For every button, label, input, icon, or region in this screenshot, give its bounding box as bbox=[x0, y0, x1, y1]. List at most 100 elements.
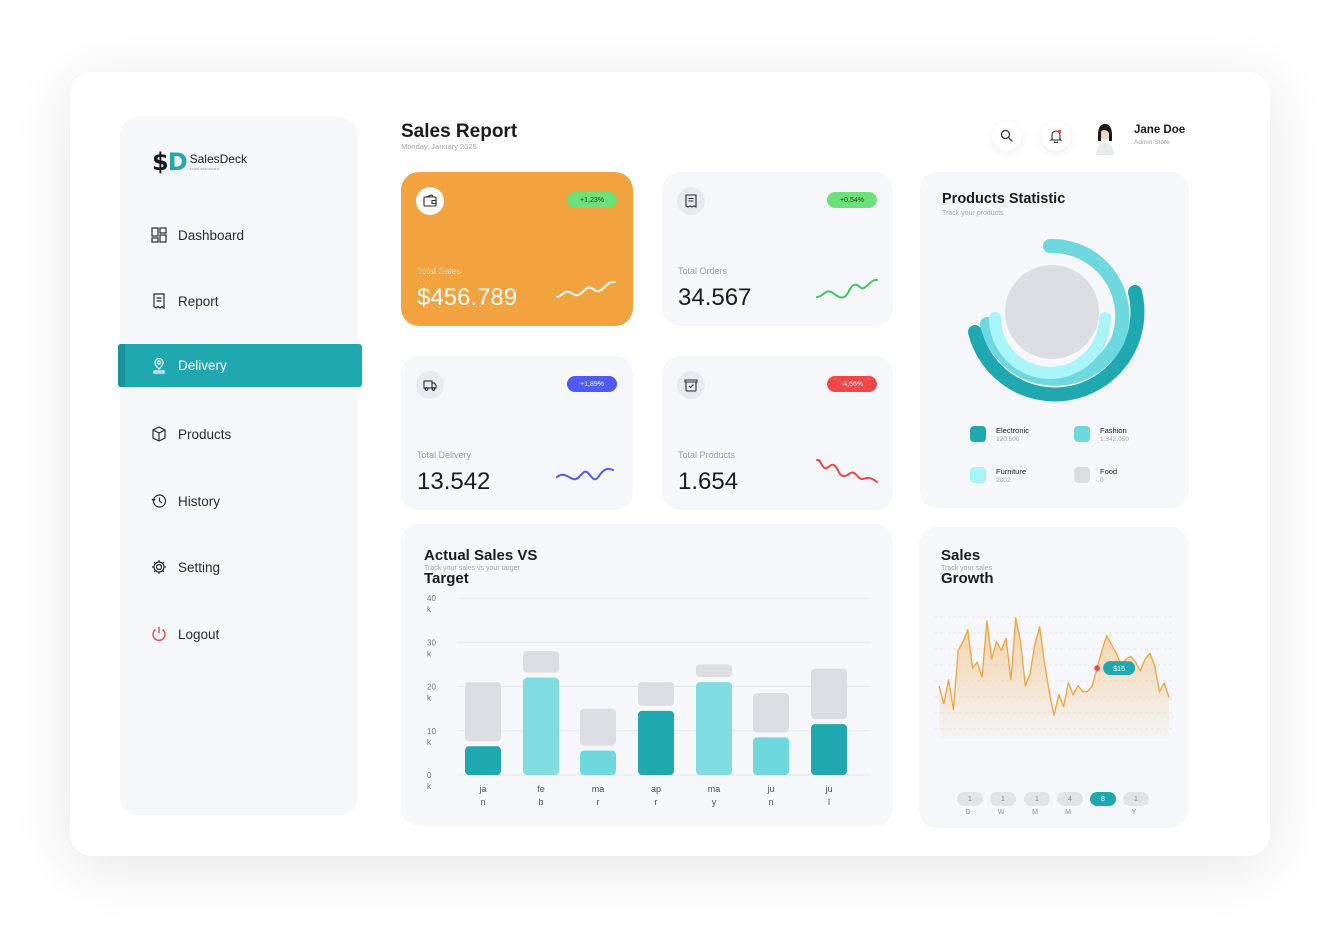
stat-value: $456.789 bbox=[417, 284, 518, 311]
stat-label: Total Sales bbox=[417, 266, 462, 276]
sidebar-item-setting[interactable]: Setting bbox=[150, 555, 220, 579]
x-tick-label: ap bbox=[651, 784, 661, 794]
stat-card-total-delivery[interactable]: +1,89% Total Delivery 13.542 bbox=[401, 356, 633, 510]
y-tick-label: 20 bbox=[427, 683, 436, 692]
power-icon bbox=[150, 625, 168, 643]
bar-target-mar[interactable] bbox=[580, 708, 616, 746]
stat-card-total-sales[interactable]: +1,23% Total Sales $456.789 bbox=[401, 172, 633, 326]
bar-actual-may[interactable] bbox=[696, 682, 732, 775]
wallet-icon bbox=[416, 187, 444, 215]
legend-name: Electronic bbox=[996, 426, 1029, 435]
area-fill bbox=[939, 617, 1169, 739]
bar-actual-apr[interactable] bbox=[638, 710, 674, 775]
y-tick-unit: k bbox=[427, 694, 432, 703]
stat-label: Total Products bbox=[678, 450, 736, 460]
stat-value: 34.567 bbox=[678, 284, 752, 311]
donut-segment-food bbox=[1005, 265, 1099, 359]
range-pill[interactable]: 1 bbox=[1123, 792, 1149, 806]
bar-actual-feb[interactable] bbox=[523, 677, 559, 775]
sidebar-item-dashboard[interactable]: Dashboard bbox=[150, 223, 244, 247]
brand-name: SalesDeck bbox=[189, 152, 247, 166]
y-tick-label: 0 bbox=[427, 771, 432, 780]
x-tick-label: ju bbox=[766, 784, 774, 794]
receipt-icon bbox=[677, 187, 705, 215]
range-pill[interactable]: 1 bbox=[1024, 792, 1050, 806]
truck-icon bbox=[416, 371, 444, 399]
chart-subtitle: Track your sales vs your target bbox=[424, 565, 520, 572]
sidebar-item-logout[interactable]: Logout bbox=[150, 622, 219, 646]
stat-label: Total Orders bbox=[678, 266, 728, 276]
bar-actual-jul[interactable] bbox=[811, 724, 847, 775]
sidebar-item-label: Delivery bbox=[178, 358, 227, 373]
x-tick-label-2: y bbox=[712, 797, 717, 807]
range-pill-active[interactable]: 8 bbox=[1090, 792, 1116, 806]
sparkline bbox=[556, 467, 614, 481]
highlight-point[interactable] bbox=[1094, 665, 1100, 671]
sidebar-item-delivery[interactable]: Delivery bbox=[118, 344, 362, 387]
user-role: Admin Store bbox=[1134, 139, 1170, 146]
range-pill[interactable]: 4 bbox=[1057, 792, 1083, 806]
sidebar-item-history[interactable]: History bbox=[150, 489, 220, 513]
bar-actual-mar[interactable] bbox=[580, 750, 616, 775]
stat-card-total-orders[interactable]: +0,54% Total Orders 34.567 bbox=[662, 172, 893, 326]
bar-target-jul[interactable] bbox=[811, 668, 847, 720]
legend-item-furniture: Furniture 2002 bbox=[970, 467, 1026, 484]
brand-logo[interactable]: $D SalesDeck sales dashboard bbox=[152, 149, 247, 175]
location-pin-icon bbox=[150, 357, 168, 375]
bar-target-jan[interactable] bbox=[465, 682, 501, 742]
legend-name: Furniture bbox=[996, 467, 1027, 476]
search-icon bbox=[1000, 129, 1013, 142]
donut-segment-electronic bbox=[968, 285, 1145, 402]
chart-title: Actual Sales VS Target bbox=[424, 547, 538, 587]
bar-target-jun[interactable] bbox=[753, 693, 789, 733]
range-label: W bbox=[997, 809, 1005, 816]
page-title: Sales Report bbox=[401, 121, 518, 142]
x-tick-label: ma bbox=[708, 784, 721, 794]
dashboard-icon bbox=[150, 226, 168, 244]
sidebar-item-label: Report bbox=[178, 293, 219, 309]
card-title: Products Statistic bbox=[942, 191, 1066, 207]
sparkline bbox=[556, 280, 616, 298]
sidebar-item-products[interactable]: Products bbox=[150, 422, 231, 446]
range-pill[interactable]: 1 bbox=[990, 792, 1016, 806]
bar-actual-jun[interactable] bbox=[753, 737, 789, 775]
search-button[interactable] bbox=[992, 121, 1022, 151]
legend-swatch bbox=[970, 467, 986, 483]
value-tooltip: $15 bbox=[1103, 661, 1136, 676]
sidebar: $D SalesDeck sales dashboard Dashboard R… bbox=[118, 117, 362, 815]
sparkline bbox=[816, 458, 878, 483]
bar-target-may[interactable] bbox=[696, 664, 732, 678]
legend-item-electronic: Electronic 120.500 bbox=[970, 426, 1029, 443]
bar-actual-jan[interactable] bbox=[465, 746, 501, 775]
range-pill[interactable]: 1 bbox=[957, 792, 983, 806]
stat-card-total-products[interactable]: -4,56% Total Products 1.654 bbox=[662, 356, 893, 510]
legend-item-food: Food 0 bbox=[1074, 467, 1117, 484]
legend-value: 1.342.050 bbox=[1100, 436, 1129, 443]
bar-target-feb[interactable] bbox=[523, 651, 559, 673]
x-tick-label: ja bbox=[478, 784, 486, 794]
x-tick-label-2: l bbox=[828, 797, 830, 807]
sidebar-item-label: Logout bbox=[178, 626, 220, 642]
package-icon bbox=[677, 371, 705, 399]
legend-name: Food bbox=[1100, 467, 1118, 476]
brand-tagline: sales dashboard bbox=[189, 166, 219, 171]
bar-target-apr[interactable] bbox=[638, 682, 674, 706]
sales-growth-area-chart: $15 bbox=[935, 616, 1173, 739]
report-icon bbox=[150, 292, 168, 310]
legend-item-fashion: Fashion 1.342.050 bbox=[1074, 426, 1129, 443]
stat-label: Total Delivery bbox=[417, 450, 472, 460]
range-label: D bbox=[965, 809, 971, 816]
x-tick-label-2: r bbox=[597, 797, 600, 807]
notification-button[interactable] bbox=[1041, 121, 1071, 151]
tooltip-label: $15 bbox=[1113, 666, 1125, 673]
avatar[interactable] bbox=[1090, 121, 1120, 155]
chart-title: Sales Growth bbox=[941, 547, 994, 587]
sidebar-item-report[interactable]: Report bbox=[150, 289, 219, 313]
page-date: Monday, January 2025 bbox=[401, 142, 477, 151]
legend-name: Fashion bbox=[1100, 426, 1127, 435]
x-tick-label: fe bbox=[537, 784, 545, 794]
y-tick-label: 10 bbox=[427, 727, 436, 736]
legend-value: 2002 bbox=[996, 477, 1011, 484]
sidebar-item-label: Products bbox=[178, 426, 232, 442]
sidebar-item-label: Setting bbox=[178, 559, 221, 575]
